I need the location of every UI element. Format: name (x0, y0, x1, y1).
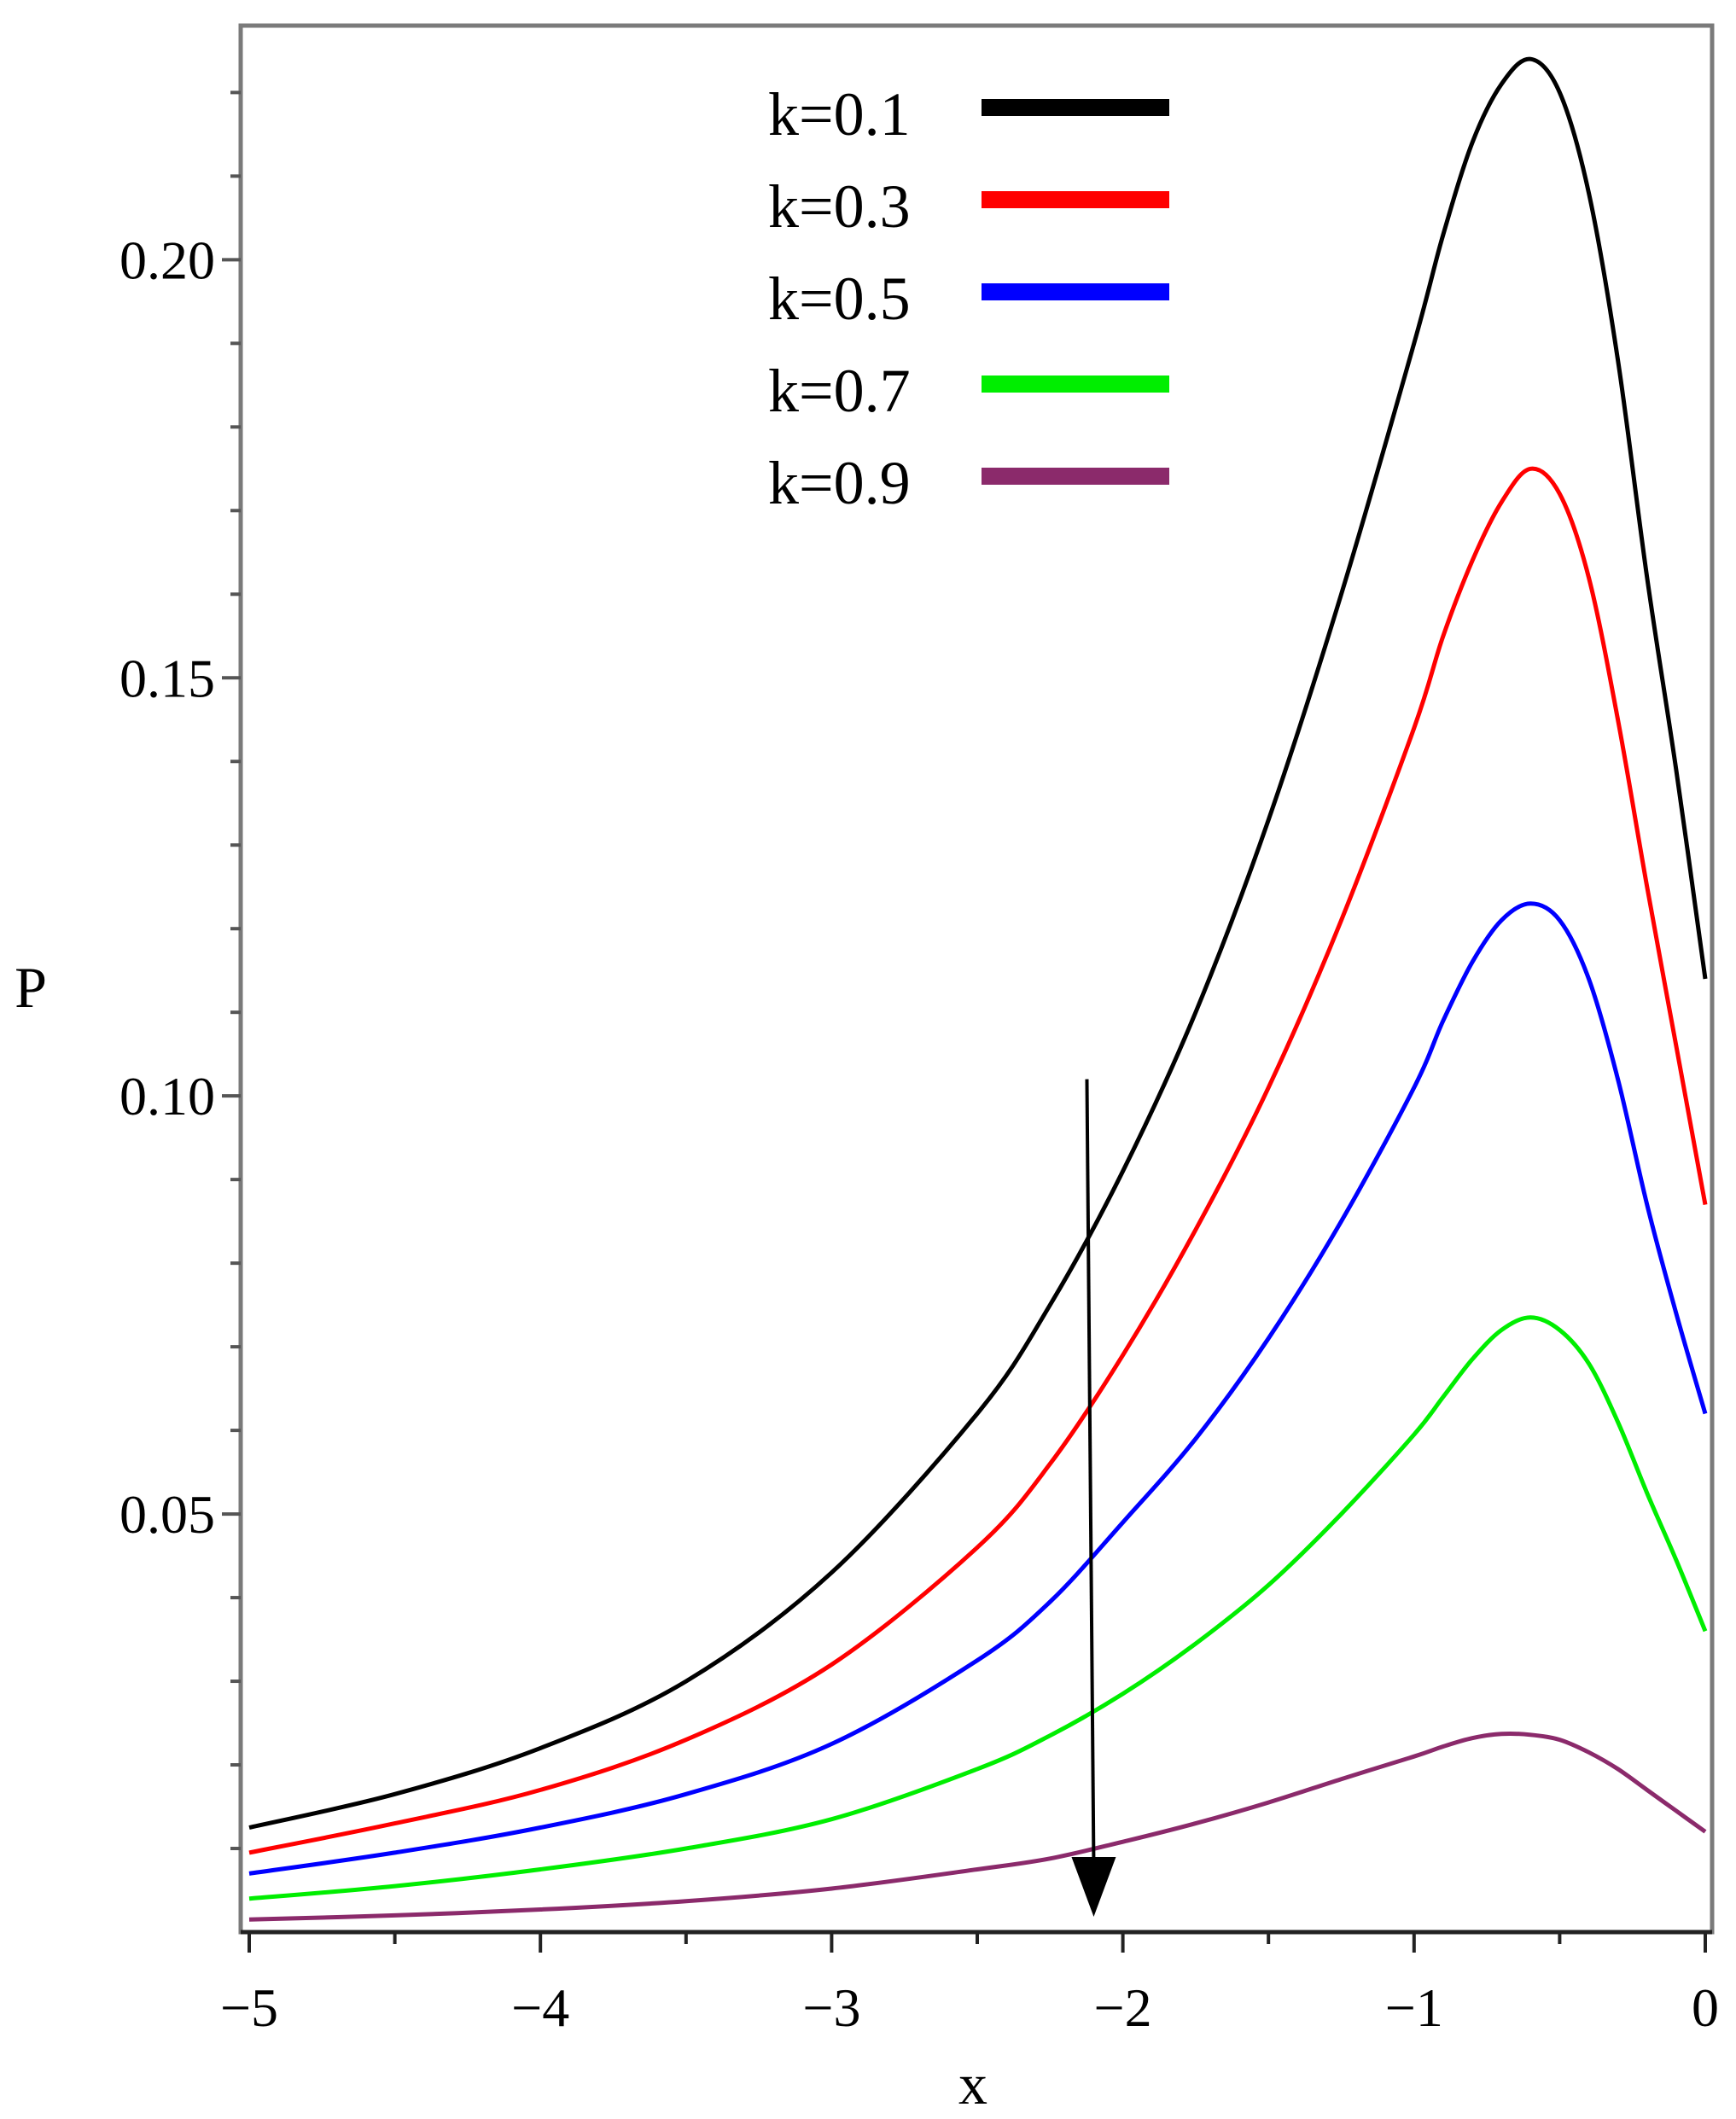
legend-label: k=0.9 (768, 449, 911, 517)
legend-label: k=0.7 (768, 357, 911, 425)
arrow-shaft (1085, 1079, 1096, 1866)
x-tick-label: −2 (1094, 1977, 1152, 2038)
plot-frame (238, 23, 1715, 1935)
x-tick-label: −3 (802, 1977, 860, 2038)
y-tick-label: 0.05 (119, 1484, 215, 1545)
x-tick-label: −5 (220, 1977, 278, 2038)
x-tick-label: 0 (1692, 1977, 1719, 2038)
series-line-k-0-3 (248, 466, 1708, 1855)
y-tick-label: 0.10 (119, 1066, 215, 1126)
y-axis-ticks: 0.05 0.10 0.15 0.20 (119, 90, 241, 1851)
legend-label: k=0.1 (768, 80, 911, 148)
x-tick-label: −4 (511, 1977, 569, 2038)
series-line-k-0-5 (248, 901, 1708, 1876)
y-axis-label: P (15, 955, 47, 1020)
x-tick-label: −1 (1385, 1977, 1443, 2038)
series-line-k-0-9 (248, 1731, 1707, 1922)
series-lines (248, 56, 1708, 1922)
x-axis-label: x (958, 2052, 987, 2116)
series-line-k-0-7 (248, 1315, 1708, 1901)
legend: k=0.1 k=0.3 k=0.5 k=0.7 k=0.9 (768, 80, 1169, 517)
annotation-arrow (1071, 1079, 1116, 1917)
x-axis-ticks: −5 −4 −3 −2 −1 0 (220, 1932, 1719, 2038)
y-tick-label: 0.15 (119, 648, 215, 708)
legend-label: k=0.5 (768, 265, 911, 333)
arrow-head (1071, 1857, 1116, 1917)
series-line-k-0-1 (248, 56, 1708, 1830)
legend-label: k=0.3 (768, 172, 911, 241)
y-tick-label: 0.20 (119, 230, 215, 290)
